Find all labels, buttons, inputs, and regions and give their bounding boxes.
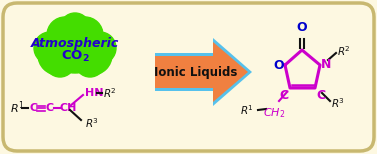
Circle shape [38,35,78,75]
Circle shape [72,35,112,75]
Text: $CH_2$: $CH_2$ [263,106,285,120]
Text: $\mathbf{CO_2}$: $\mathbf{CO_2}$ [61,49,89,64]
Circle shape [84,32,116,64]
FancyBboxPatch shape [3,3,374,151]
Text: $R^2$: $R^2$ [337,44,351,58]
Text: HN: HN [85,88,104,98]
Text: C: C [46,103,54,113]
Text: C: C [316,89,325,102]
Circle shape [45,47,75,77]
Text: C: C [280,89,289,102]
PathPatch shape [155,42,248,102]
Text: $R^1$: $R^1$ [10,100,25,116]
Text: $R^3$: $R^3$ [85,116,99,130]
Text: CH: CH [60,103,77,113]
Text: $R^1$: $R^1$ [240,103,254,117]
Circle shape [47,17,83,53]
Text: $R^3$: $R^3$ [331,96,345,110]
Text: O: O [273,59,284,71]
Text: Ionic Liquids: Ionic Liquids [154,65,238,79]
Text: Atmospheric: Atmospheric [31,36,119,49]
Circle shape [34,32,66,64]
Text: O: O [297,21,307,34]
Circle shape [67,17,103,53]
Text: N: N [321,57,331,71]
Circle shape [47,17,103,73]
Circle shape [60,13,90,43]
Circle shape [75,47,105,77]
Text: $R^2$: $R^2$ [103,86,117,100]
Text: C: C [29,103,37,113]
PathPatch shape [155,38,252,106]
